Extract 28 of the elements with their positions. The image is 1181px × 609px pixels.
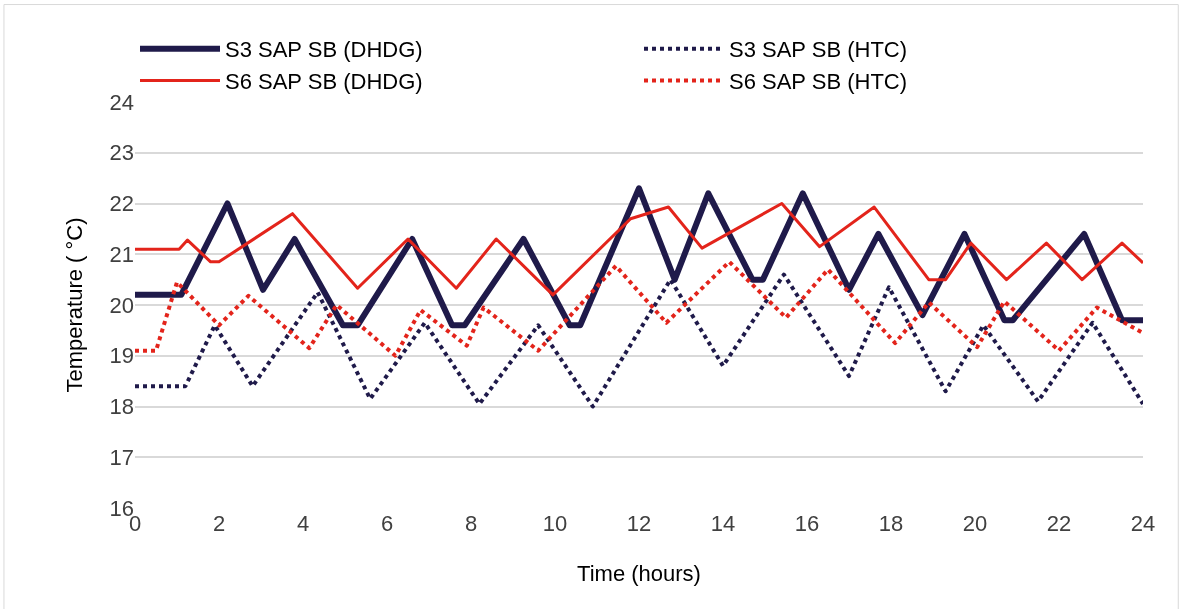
x-axis-title: Time (hours) xyxy=(577,560,701,586)
x-tick-label: 22 xyxy=(1046,511,1072,536)
legend-label: S3 SAP SB (DHDG) xyxy=(225,37,423,63)
x-tick-label: 16 xyxy=(794,511,820,536)
x-tick-label: 20 xyxy=(962,511,988,536)
x-tick-label: 4 xyxy=(296,511,310,536)
y-axis-title: Temperature ( °C) xyxy=(62,217,88,393)
legend-label: S6 SAP SB (HTC) xyxy=(729,68,908,94)
x-tick-label: 6 xyxy=(380,511,394,536)
legend-label: S6 SAP SB (DHDG) xyxy=(225,68,423,94)
line-series xyxy=(135,259,1143,358)
x-tick-label: 24 xyxy=(1130,511,1156,536)
line-series xyxy=(135,202,1143,297)
legend-label: S3 SAP SB (HTC) xyxy=(729,37,908,63)
x-tick-label: 12 xyxy=(626,511,652,536)
y-tick-label: 19 xyxy=(109,343,134,369)
x-tick-label: 10 xyxy=(542,511,568,536)
x-tick-label: 14 xyxy=(710,511,736,536)
x-tick-label: 18 xyxy=(878,511,904,536)
y-tick-label: 21 xyxy=(109,241,134,267)
x-tick-label: 2 xyxy=(212,511,226,536)
y-tick-label: 20 xyxy=(109,292,134,318)
y-tick-label: 22 xyxy=(109,191,134,217)
y-tick-label: 17 xyxy=(109,444,134,470)
y-tick-label: 18 xyxy=(109,394,134,420)
y-tick-label: 24 xyxy=(109,89,134,115)
x-tick-label: 8 xyxy=(464,511,478,536)
y-tick-label: 23 xyxy=(109,140,134,166)
